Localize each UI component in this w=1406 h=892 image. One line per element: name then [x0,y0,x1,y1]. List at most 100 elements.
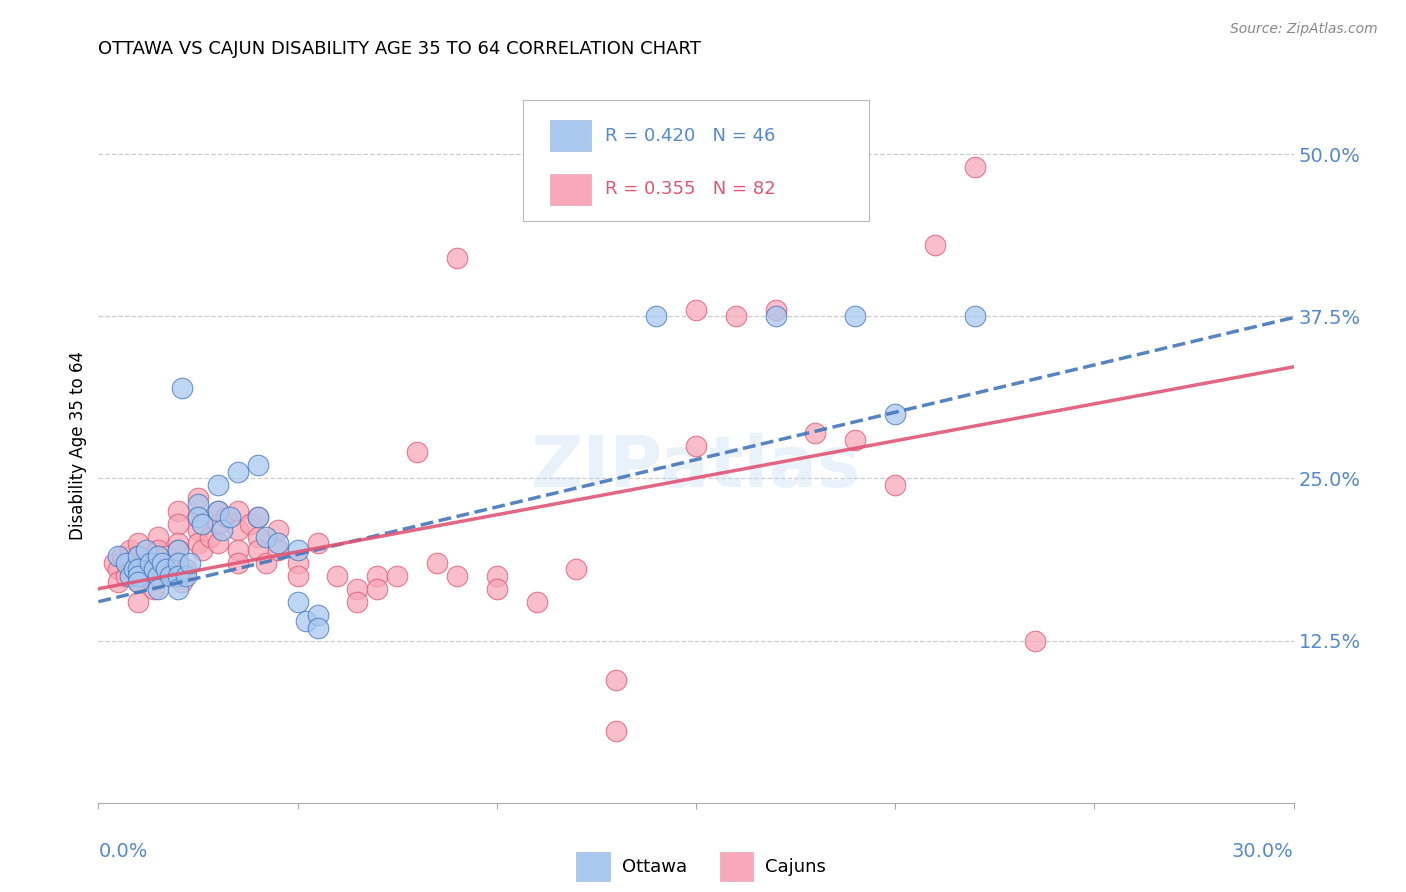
Text: Cajuns: Cajuns [765,858,827,876]
Text: R = 0.420   N = 46: R = 0.420 N = 46 [605,127,776,145]
Point [127,595,149,609]
Point [187,536,209,550]
Point [884,478,907,492]
Point [446,568,468,582]
FancyBboxPatch shape [720,853,754,881]
Text: Source: ZipAtlas.com: Source: ZipAtlas.com [1230,22,1378,37]
Point [226,542,249,557]
Point [172,381,194,395]
Point [246,510,269,524]
Point [174,562,197,576]
Point [307,607,329,622]
Point [127,562,149,576]
Point [167,516,190,531]
Point [207,504,229,518]
Point [307,621,329,635]
Point [167,542,190,557]
Point [326,568,349,582]
FancyBboxPatch shape [550,120,591,151]
Point [346,582,368,596]
Point [174,568,197,582]
Point [385,568,409,582]
Point [127,549,149,564]
Point [246,510,269,524]
Text: R = 0.355   N = 82: R = 0.355 N = 82 [605,180,776,198]
Point [207,504,229,518]
Point [143,562,166,576]
Point [426,556,449,570]
Point [187,510,209,524]
Point [159,568,181,582]
Point [765,302,787,317]
FancyBboxPatch shape [550,174,591,204]
Point [150,556,173,570]
Point [155,549,177,564]
Point [366,582,388,596]
Point [884,407,907,421]
Point [124,562,146,576]
Point [605,724,627,739]
Point [115,568,138,582]
Point [120,542,142,557]
Point [148,542,170,557]
Point [148,582,170,596]
Point [207,478,229,492]
Point [127,562,149,576]
Point [107,575,129,590]
Point [685,439,707,453]
Point [139,568,162,582]
Point [1024,633,1046,648]
Point [346,595,368,609]
Text: OTTAWA VS CAJUN DISABILITY AGE 35 TO 64 CORRELATION CHART: OTTAWA VS CAJUN DISABILITY AGE 35 TO 64 … [98,40,702,58]
Point [135,542,157,557]
Text: 30.0%: 30.0% [1232,842,1294,861]
Point [148,549,170,564]
Point [366,568,388,582]
Point [226,504,249,518]
Point [148,568,170,582]
Point [198,530,221,544]
Point [111,549,134,564]
Point [179,556,201,570]
Point [605,673,627,687]
Point [127,575,149,590]
Point [107,562,129,576]
Point [565,562,588,576]
Point [167,556,190,570]
Point [446,251,468,265]
FancyBboxPatch shape [576,853,610,881]
Point [148,530,170,544]
Point [150,562,173,576]
Point [219,510,242,524]
Point [127,536,149,550]
Point [143,582,166,596]
Point [765,310,787,324]
Point [155,562,177,576]
Point [172,575,194,590]
Point [187,524,209,538]
Point [207,516,229,531]
Point [307,536,329,550]
Point [103,556,125,570]
Point [211,524,233,538]
Point [167,582,190,596]
Point [148,568,170,582]
Point [191,542,214,557]
Point [844,433,866,447]
Point [246,458,269,473]
Point [406,445,429,459]
Point [135,556,157,570]
Point [167,536,190,550]
Point [120,568,142,582]
Point [139,556,162,570]
FancyBboxPatch shape [523,100,869,221]
Text: Ottawa: Ottawa [621,858,688,876]
Point [120,556,142,570]
Point [804,425,827,440]
Point [167,568,190,582]
Point [167,542,190,557]
Point [207,536,229,550]
Point [645,310,668,324]
Point [226,465,249,479]
Point [287,556,309,570]
